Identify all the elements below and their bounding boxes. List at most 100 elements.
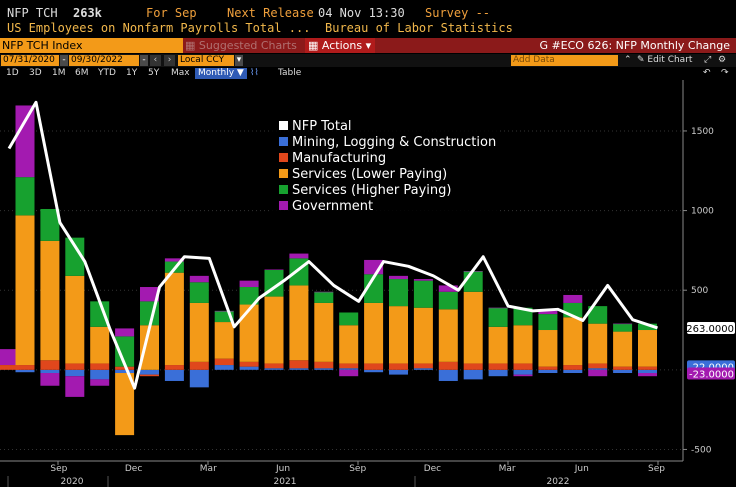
table-button[interactable]: Table [278, 68, 302, 78]
period-selector[interactable]: Monthly ▼ [195, 68, 247, 79]
graph-title: G #ECO 626: NFP Monthly Change [539, 39, 730, 52]
bar-segment [339, 363, 359, 369]
bar-segment [140, 287, 159, 302]
bar-segment [314, 291, 334, 293]
bar-segment [438, 309, 458, 362]
bar-segment [264, 269, 284, 270]
x-tick-label: Sep [349, 464, 366, 474]
bar-segment [638, 373, 657, 377]
bar-segment [413, 279, 433, 281]
bar-segment [15, 369, 35, 373]
bar-segment [563, 294, 583, 303]
chart-area[interactable]: 1500 1000 500 -500 Sep Dec Mar Jun Sep Dec Mar Jun… [0, 80, 736, 487]
bar-segment [214, 358, 234, 366]
bar-segment [164, 369, 184, 381]
bar-segment [438, 285, 458, 292]
end-date-field[interactable]: 09/30/2022 [69, 55, 139, 66]
range-ytd[interactable]: YTD [98, 68, 116, 78]
suggested-charts-label: Suggested Charts [198, 39, 297, 52]
settings-gear-icon[interactable]: ⚙ [718, 55, 727, 65]
bar-segment [588, 369, 608, 377]
bar-segment [488, 369, 508, 377]
bar-segment [339, 312, 359, 326]
range-bar: 1D 3D 1M 6M YTD 1Y 5Y Max Monthly ▼ ⌇⌇ T… [0, 67, 736, 80]
bar-segment [40, 240, 60, 361]
y-tick-label: 1500 [691, 127, 714, 137]
bar-segment [513, 325, 533, 364]
bar-segment [638, 330, 657, 367]
legend-swatch [279, 201, 288, 210]
bar-segment [413, 368, 433, 370]
bar-segment [588, 306, 608, 324]
nfp-total-line [7, 100, 658, 390]
bar-segment [90, 369, 110, 380]
start-date-dropdown[interactable]: - [60, 55, 68, 66]
start-date-field[interactable]: 07/31/2020 [1, 55, 59, 66]
y-axis: 1500 1000 500 -500 [682, 80, 714, 461]
bar-segment [264, 368, 284, 370]
range-max[interactable]: Max [171, 68, 190, 78]
currency-field[interactable]: Local CCY [178, 55, 234, 66]
bar-segment [638, 366, 657, 370]
bar-segment [563, 317, 583, 366]
range-6m[interactable]: 6M [75, 68, 89, 78]
value-badge [687, 367, 735, 380]
suggested-charts-button[interactable]: ▦ Suggested Charts [185, 38, 303, 53]
chart-line [7, 100, 658, 390]
range-3d[interactable]: 3D [29, 68, 42, 78]
bar-segment [214, 365, 234, 370]
next-page-button[interactable]: › [164, 55, 175, 66]
bar-segment [638, 369, 657, 374]
bar-segment [389, 279, 408, 307]
x-tick-label: Mar [499, 464, 516, 474]
bar-segment [413, 280, 433, 308]
bar-segment [538, 314, 558, 331]
bar-segment [140, 325, 159, 370]
bar-segment [389, 363, 408, 370]
undo-icon[interactable]: ↶ [703, 68, 711, 78]
bar-segment [613, 323, 633, 325]
range-1m[interactable]: 1M [52, 68, 66, 78]
range-5y[interactable]: 5Y [148, 68, 160, 78]
value-badge-label: 263.0000 [686, 324, 734, 335]
actions-icon: ▦ [308, 39, 322, 52]
bar-segment [239, 366, 259, 370]
range-1y[interactable]: 1Y [126, 68, 138, 78]
maximize-icon[interactable]: ⤢ [704, 55, 712, 65]
bar-segment [563, 365, 583, 370]
range-1d[interactable]: 1D [6, 68, 19, 78]
x-tick-label: Dec [125, 464, 142, 474]
index-tab[interactable]: NFP TCH Index [0, 38, 183, 53]
bar-segment [115, 366, 135, 370]
bar-segment [613, 369, 633, 374]
bar-segment [413, 307, 433, 364]
header-line-2: US Employees on Nonfarm Payrolls Total .… [0, 21, 736, 35]
actions-button[interactable]: ▦ Actions ▾ [305, 38, 375, 53]
period-label: Monthly [198, 68, 235, 78]
bar-segment [588, 363, 608, 369]
bar-segment [239, 280, 259, 288]
prev-page-button[interactable]: ‹ [150, 55, 161, 66]
bar-segment [189, 275, 209, 283]
bar-segment [40, 360, 60, 370]
bar-segment [638, 323, 657, 331]
bar-segment [389, 275, 408, 280]
chart-type-icon[interactable]: ⌇⌇ [250, 68, 259, 78]
chart-settings-dropdown[interactable]: ⌃ [624, 55, 632, 65]
bar-segment [463, 291, 483, 364]
controls-bar: 07/31/2020 - 09/30/2022 - ‹ › Local CCY … [0, 54, 736, 67]
series-source: Bureau of Labor Statistics [325, 21, 513, 35]
currency-dropdown[interactable]: ▾ [235, 55, 243, 66]
edit-chart-button[interactable]: ✎ Edit Chart [637, 55, 692, 66]
legend-label: Mining, Logging & Construction [292, 135, 496, 150]
bar-segment [65, 237, 85, 276]
redo-icon[interactable]: ↷ [721, 68, 729, 78]
bar-segment [40, 208, 60, 241]
end-date-dropdown[interactable]: - [140, 55, 148, 66]
bar-segment [239, 304, 259, 362]
bar-segment [65, 275, 85, 364]
next-release-label: Next Release [227, 6, 314, 20]
x-tick-label: Sep [50, 464, 67, 474]
add-data-input[interactable]: Add Data [511, 55, 618, 66]
x-axis: Sep Dec Mar Jun Sep Dec Mar Jun Sep 2020 2021 2022 [0, 460, 683, 487]
